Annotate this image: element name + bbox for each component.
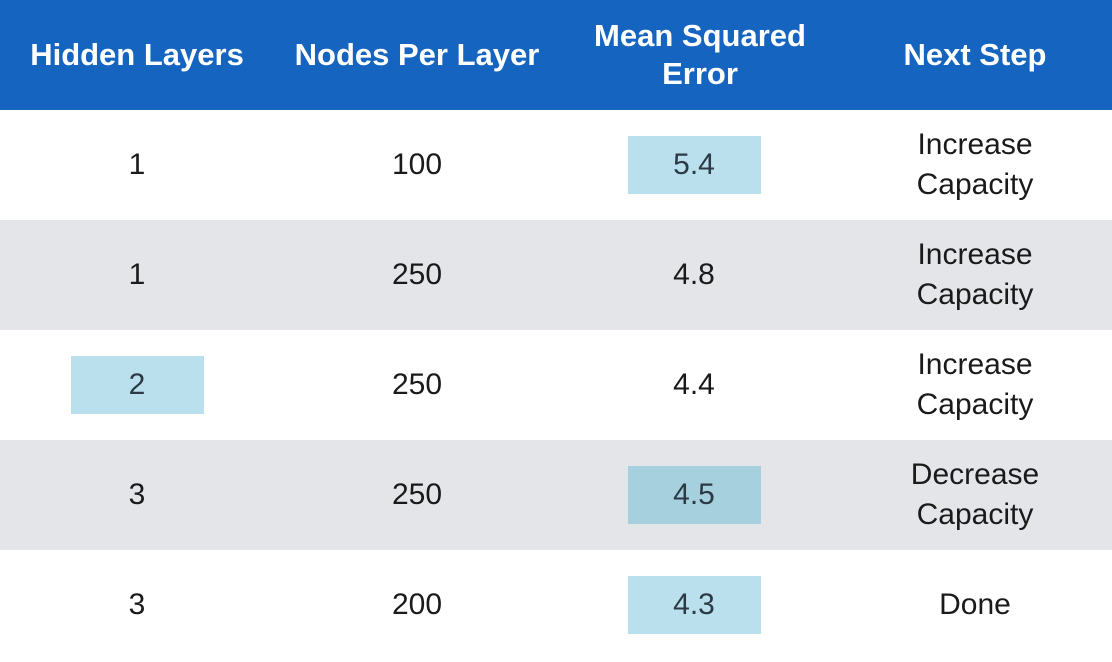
header-mean-squared-error: Mean Squared Error [594,18,806,91]
cell-nodes-per-layer: 250 [391,258,443,291]
table-row: 1 100 5.4 Increase Capacity [0,110,1112,220]
cell-next-step: Increase Capacity [916,348,1034,421]
table-header: Hidden Layers Nodes Per Layer Mean Squar… [0,0,1112,110]
highlighted-value: 5.4 [627,136,761,194]
highlighted-value: 4.3 [627,576,761,634]
highlighted-value: 4.5 [627,466,761,524]
cell-mse: 4.5 [578,440,810,550]
cell-next-step: Increase Capacity [916,128,1034,201]
cell-hidden-layers: 3 [128,478,146,511]
header-next-step: Next Step [903,37,1047,72]
cell-mse: 5.4 [578,110,810,220]
cell-mse: 4.8 [673,258,715,291]
cell-nodes-per-layer: 200 [391,588,443,621]
cell-nodes-per-layer: 100 [391,148,443,181]
header-hidden-layers: Hidden Layers [30,37,244,72]
table-row: 1 250 4.8 Increase Capacity [0,220,1112,330]
table-row: 3 200 4.3 Done [0,550,1112,660]
cell-nodes-per-layer: 250 [391,478,443,511]
cell-mse: 4.3 [578,550,810,660]
cell-hidden-layers: 1 [128,258,146,291]
cell-hidden-layers: 1 [128,148,146,181]
table-row: 2 250 4.4 Increase Capacity [0,330,1112,440]
cell-next-step: Increase Capacity [916,238,1034,311]
cell-hidden-layers: 2 [22,330,252,440]
highlighted-value: 2 [70,356,204,414]
cell-next-step: Decrease Capacity [910,458,1040,531]
header-nodes-per-layer: Nodes Per Layer [294,37,540,72]
table-row: 3 250 4.5 Decrease Capacity [0,440,1112,550]
cell-mse: 4.4 [673,368,715,401]
cell-nodes-per-layer: 250 [391,368,443,401]
cell-next-step: Done [939,588,1011,621]
cell-hidden-layers: 3 [128,588,146,621]
